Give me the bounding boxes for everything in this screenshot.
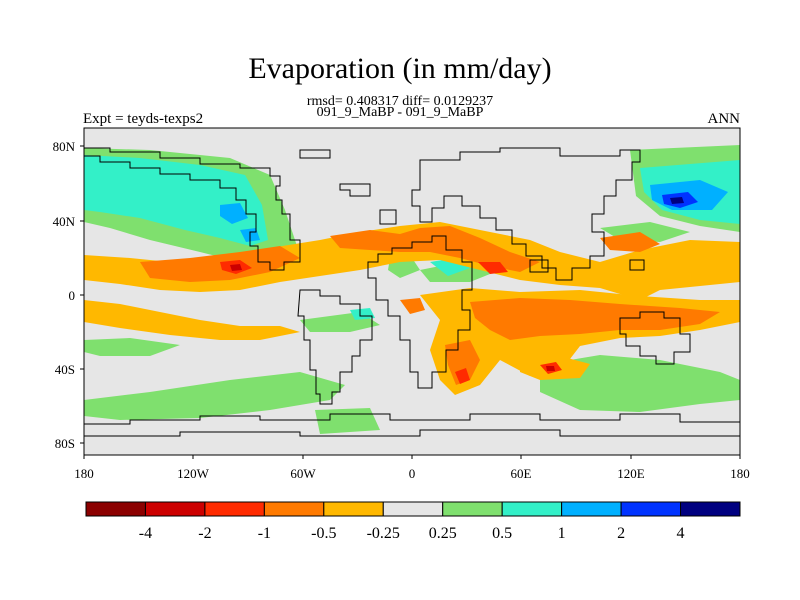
- lat-tick-label: 0: [69, 288, 76, 303]
- colorbar-swatch: [620, 501, 682, 517]
- contour-band-navy: [670, 197, 684, 204]
- map-panel: 180 120W 60W 0 60E 120E 180 80N 40N 0 40…: [53, 127, 750, 481]
- lon-tick-label: 60W: [290, 466, 316, 481]
- experiment-label: Expt = teyds-texps2: [83, 111, 204, 127]
- map-title: Evaporation (in mm/day): [248, 52, 552, 85]
- colorbar-label: -0.25: [367, 525, 400, 542]
- colorbar-label: 2: [617, 525, 625, 542]
- lon-tick-label: 120W: [177, 466, 210, 481]
- contour-band-darkred: [230, 264, 555, 371]
- colorbar-swatch: [323, 501, 384, 517]
- lon-tick-marks: [83, 455, 741, 459]
- period-label: ANN: [707, 111, 741, 127]
- lat-tick-label: 80N: [53, 139, 76, 154]
- colorbar-label: 1: [558, 525, 566, 542]
- colorbar-swatch: [680, 501, 741, 517]
- stats-line: rmsd= 0.408317 diff= 0.0129237: [306, 94, 494, 109]
- lon-tick-label: 180: [730, 466, 750, 481]
- colorbar-label: -4: [139, 525, 152, 542]
- evaporation-field: [84, 145, 740, 437]
- lat-tick-marks: [80, 145, 84, 444]
- colorbar-swatch: [144, 501, 206, 517]
- colorbar: -4 -2 -1 -0.5 -0.25 0.25 0.5 1 2 4: [85, 501, 741, 542]
- lon-tick-label: 0: [409, 466, 416, 481]
- lon-tick-labels: 180 120W 60W 0 60E 120E 180: [74, 466, 750, 481]
- lon-tick-label: 180: [74, 466, 94, 481]
- colorbar-label: -0.5: [311, 525, 336, 542]
- colorbar-swatch: [382, 501, 444, 517]
- coastlines: [84, 147, 740, 437]
- colorbar-swatch: [442, 501, 503, 517]
- colorbar-swatch: [561, 501, 622, 517]
- lat-tick-label: 40S: [55, 362, 75, 377]
- case-label: 091_9_MaBP - 091_9_MaBP: [316, 105, 484, 120]
- contour-band-orange: [140, 226, 720, 385]
- colorbar-swatch: [501, 501, 563, 517]
- lon-tick-label: 60E: [511, 466, 532, 481]
- colorbar-swatch: [85, 501, 146, 517]
- colorbar-label: 0.25: [429, 525, 457, 542]
- lat-tick-label: 40N: [53, 214, 76, 229]
- lat-tick-label: 80S: [55, 436, 75, 451]
- lon-tick-label: 120E: [617, 466, 645, 481]
- colorbar-swatch: [263, 501, 325, 517]
- colorbar-label: -1: [258, 525, 271, 542]
- lat-tick-labels: 80N 40N 0 40S 80S: [53, 139, 76, 451]
- colorbar-label: 0.5: [492, 525, 512, 542]
- colorbar-swatch: [204, 501, 265, 517]
- colorbar-label: 4: [677, 525, 685, 542]
- colorbar-label: -2: [198, 525, 211, 542]
